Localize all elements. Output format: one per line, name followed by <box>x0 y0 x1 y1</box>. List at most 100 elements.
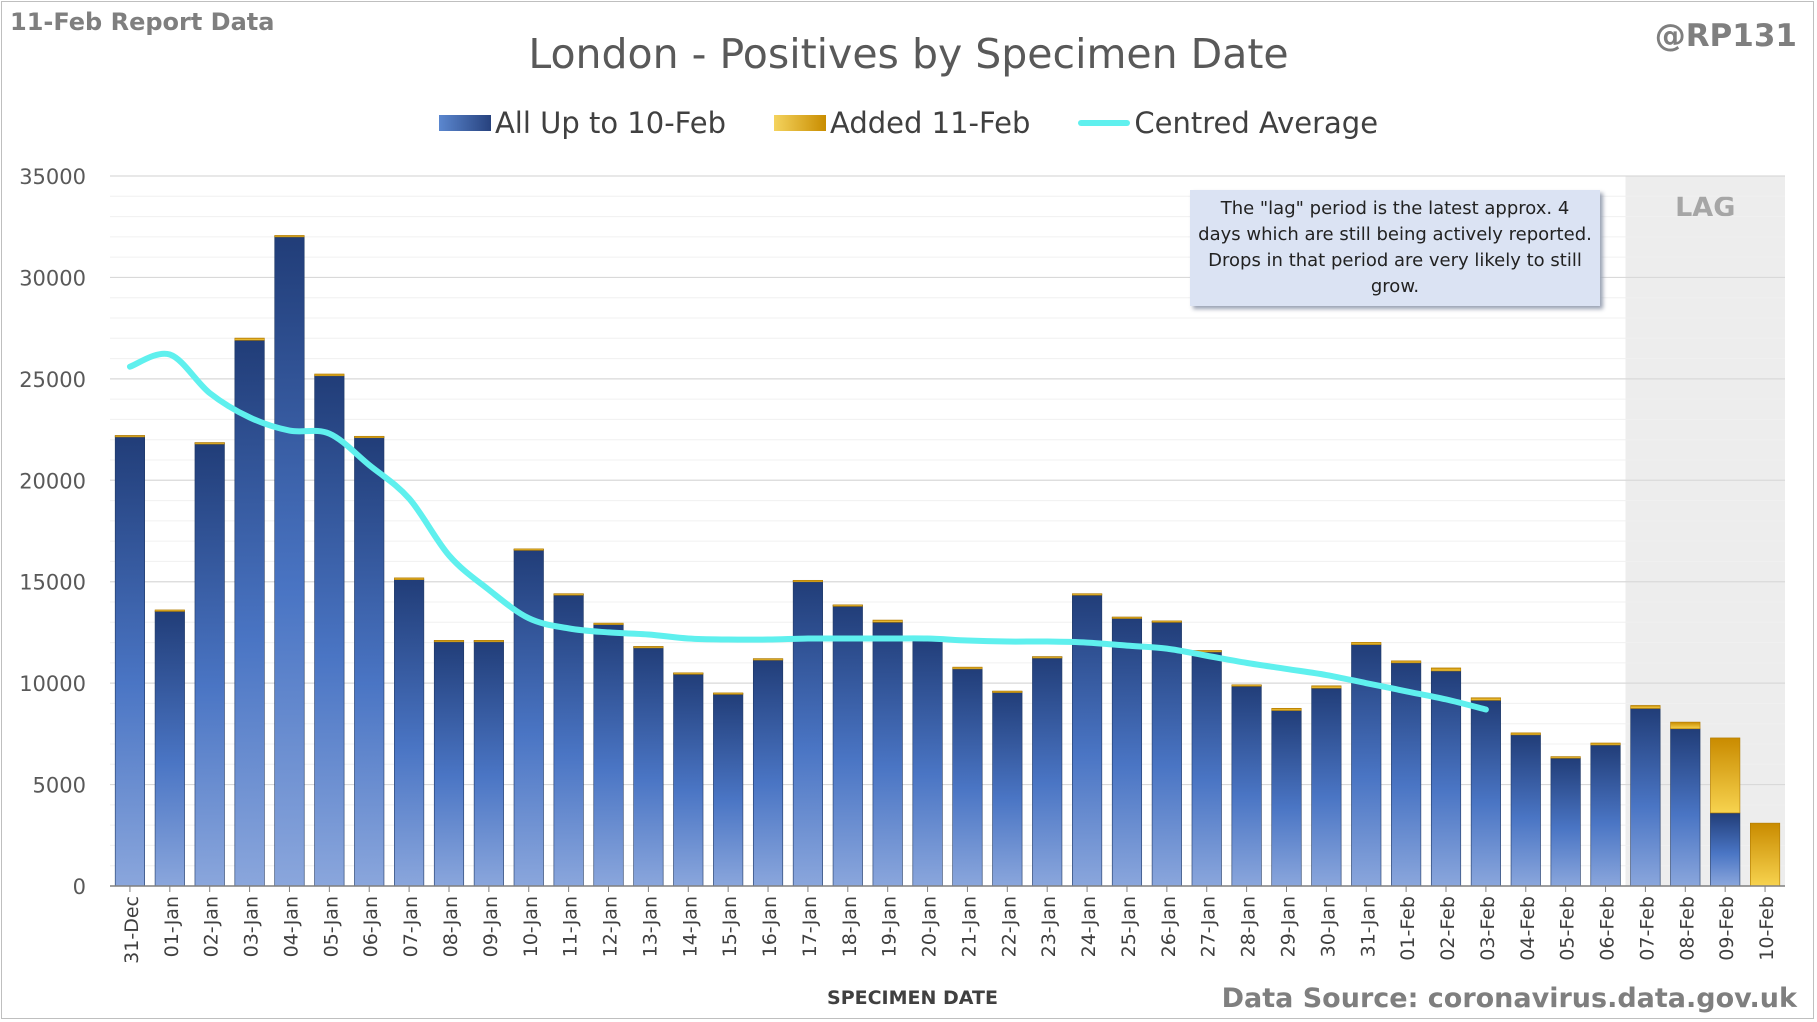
x-tick-label: 13-Jan <box>639 896 661 957</box>
lag-label: LAG <box>1675 192 1735 223</box>
y-tick-label: 5000 <box>33 774 86 798</box>
bar-added <box>673 672 704 675</box>
y-tick-label: 10000 <box>19 672 86 696</box>
x-tick-label: 17-Jan <box>799 896 821 957</box>
x-tick-label: 25-Jan <box>1118 896 1140 957</box>
bar-base <box>473 640 504 887</box>
lag-annotation: The "lag" period is the latest approx. 4… <box>1190 190 1600 306</box>
x-axis-label: SPECIMEN DATE <box>827 987 998 1009</box>
bar-added <box>1311 685 1342 689</box>
bar-added <box>394 577 425 580</box>
bar-base <box>1111 616 1143 887</box>
bar-added <box>1670 721 1701 730</box>
bar-added <box>194 442 225 445</box>
x-tick-label: 26-Jan <box>1158 896 1180 957</box>
x-tick-label: 16-Jan <box>759 896 781 957</box>
bar-base <box>1391 662 1422 887</box>
legend: All Up to 10-Feb Added 11-Feb Centred Av… <box>0 106 1817 140</box>
bar-added <box>1271 707 1302 711</box>
bar-added <box>354 435 385 439</box>
bar-base <box>992 690 1023 887</box>
bar-added <box>314 373 345 377</box>
x-tick-label: 08-Jan <box>440 896 462 957</box>
bar-added <box>832 604 863 607</box>
bar-base <box>553 593 584 887</box>
bar-base <box>1032 656 1063 887</box>
bar-base <box>1231 684 1262 887</box>
bar-added <box>274 235 305 238</box>
x-tick-label: 20-Jan <box>919 896 941 957</box>
bar-base <box>1151 620 1182 887</box>
bar-base <box>872 621 903 887</box>
bar-added <box>1032 656 1063 659</box>
bar-added <box>433 640 465 643</box>
bar-base <box>713 692 744 887</box>
bar-added <box>234 337 265 341</box>
bar-added <box>1470 697 1501 701</box>
bar-added <box>713 692 744 695</box>
bar-added <box>1111 616 1143 619</box>
x-tick-label: 12-Jan <box>600 896 622 957</box>
legend-item-added: Added 11-Feb <box>774 106 1030 140</box>
legend-swatch-average <box>1078 120 1131 126</box>
bar-added <box>553 593 584 596</box>
bar-added <box>1351 642 1382 645</box>
bar-base <box>792 580 823 887</box>
x-tick-label: 08-Feb <box>1676 896 1698 961</box>
y-tick-label: 25000 <box>19 368 86 392</box>
x-tick-label: 09-Feb <box>1716 896 1738 961</box>
report-date-label: 11-Feb Report Data <box>10 8 275 36</box>
x-tick-label: 09-Jan <box>480 896 502 957</box>
x-tick-label: 21-Jan <box>958 896 980 957</box>
bar-added <box>1391 660 1422 664</box>
bar-base <box>1630 708 1661 887</box>
x-tick-label: 06-Feb <box>1597 896 1619 961</box>
x-tick-label: 02-Jan <box>201 896 223 957</box>
bar-added <box>1231 684 1262 687</box>
x-tick-label: 22-Jan <box>998 896 1020 957</box>
y-tick-label: 30000 <box>19 266 86 290</box>
x-tick-label: 30-Jan <box>1317 896 1339 957</box>
bar-added <box>1750 822 1781 887</box>
y-tick-label: 0 <box>73 875 86 899</box>
bar-added <box>154 609 185 612</box>
x-tick-label: 03-Jan <box>241 896 263 957</box>
legend-label-base: All Up to 10-Feb <box>494 106 727 140</box>
bar-added <box>1430 667 1462 672</box>
bar-added <box>114 435 145 438</box>
bar-added <box>1510 732 1541 736</box>
bar-base <box>1072 593 1103 887</box>
bar-base <box>394 579 425 887</box>
bar-base <box>673 672 704 887</box>
y-tick-label: 15000 <box>19 571 86 595</box>
legend-item-average: Centred Average <box>1078 106 1378 140</box>
bar-base <box>633 646 664 887</box>
x-tick-label: 06-Jan <box>360 896 382 957</box>
x-tick-label: 10-Feb <box>1756 896 1778 961</box>
bar-added <box>952 666 983 670</box>
bar-base <box>1430 670 1462 887</box>
x-tick-label: 24-Jan <box>1078 896 1100 957</box>
bar-base <box>513 548 544 887</box>
bar-added <box>593 622 624 625</box>
x-tick-label: 31-Dec <box>121 896 143 964</box>
x-tick-label: 05-Feb <box>1557 896 1579 961</box>
x-tick-label: 18-Jan <box>839 896 861 957</box>
legend-item-base: All Up to 10-Feb <box>438 106 727 140</box>
x-tick-label: 04-Feb <box>1517 896 1539 961</box>
x-tick-label: 05-Jan <box>320 896 342 957</box>
bar-added <box>1590 742 1621 746</box>
y-tick-label: 20000 <box>19 469 86 493</box>
bar-base <box>274 235 305 887</box>
x-tick-label: 07-Jan <box>400 896 422 957</box>
bar-added <box>792 579 823 583</box>
bar-base <box>593 624 624 887</box>
x-tick-label: 14-Jan <box>679 896 701 957</box>
x-tick-label: 19-Jan <box>879 896 901 957</box>
bar-added <box>752 658 784 661</box>
x-tick-label: 29-Jan <box>1277 896 1299 957</box>
legend-label-added: Added 11-Feb <box>830 106 1031 140</box>
x-tick-label: 27-Jan <box>1198 896 1220 957</box>
chart-title: London - Positives by Specimen Date <box>528 30 1289 78</box>
